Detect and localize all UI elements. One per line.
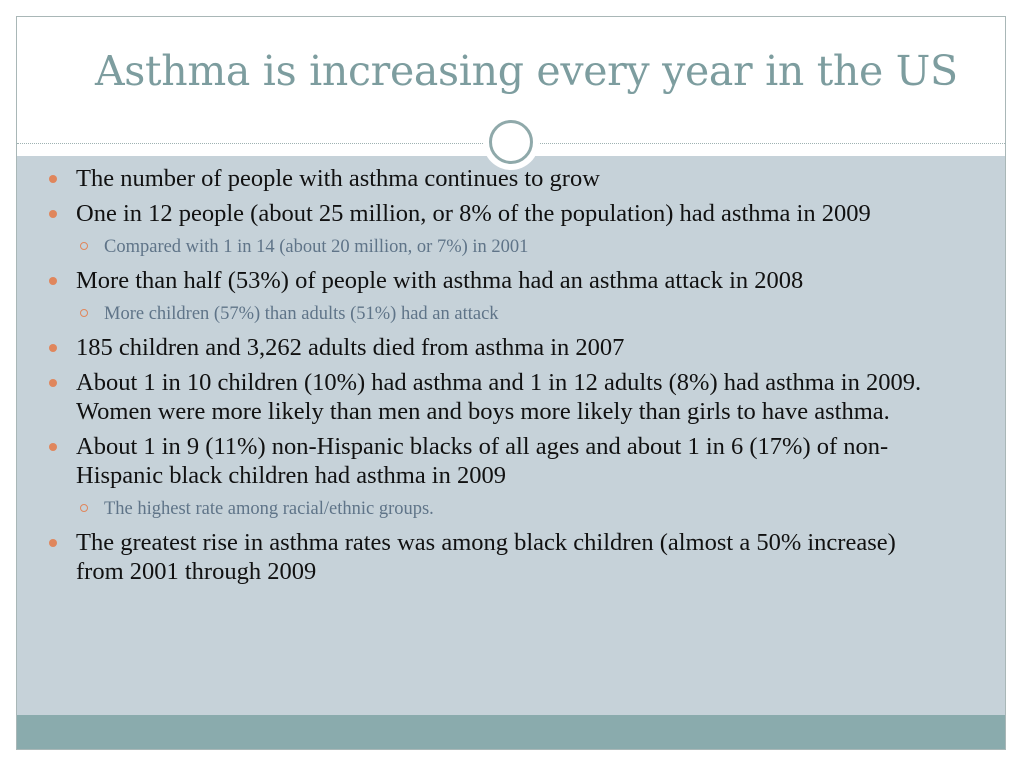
filled-circle-bullet-icon [49,539,57,547]
bullet-text: One in 12 people (about 25 million, or 8… [76,200,871,227]
content-area [17,156,1005,715]
bullet-item: About 1 in 10 children (10%) had asthma … [44,368,944,426]
bullet-text: The greatest rise in asthma rates was am… [76,529,896,585]
bullet-item: One in 12 people (about 25 million, or 8… [44,199,944,228]
filled-circle-bullet-icon [49,344,57,352]
sub-bullet-item: More children (57%) than adults (51%) ha… [44,301,944,327]
bullet-item: About 1 in 9 (11%) non-Hispanic blacks o… [44,432,944,490]
sub-bullet-text: Compared with 1 in 14 (about 20 million,… [104,237,529,257]
footer-band [17,715,1005,749]
bullet-item: The number of people with asthma continu… [44,164,944,193]
bullet-text: More than half (53%) of people with asth… [76,267,804,294]
filled-circle-bullet-icon [49,175,57,183]
bullet-text: About 1 in 9 (11%) non-Hispanic blacks o… [76,433,889,489]
ring-divider-icon [483,114,539,170]
filled-circle-bullet-icon [49,277,57,285]
bullet-list: The number of people with asthma continu… [44,164,944,592]
hollow-circle-bullet-icon [80,309,88,317]
bullet-text: The number of people with asthma continu… [76,165,600,192]
filled-circle-bullet-icon [49,210,57,218]
sub-bullet-text: The highest rate among racial/ethnic gro… [104,499,434,519]
sub-bullet-item: Compared with 1 in 14 (about 20 million,… [44,234,944,260]
filled-circle-bullet-icon [49,379,57,387]
ring-divider-inner [489,120,533,164]
sub-bullet-text: More children (57%) than adults (51%) ha… [104,304,499,324]
slide-title: Asthma is increasing every year in the U… [95,47,958,95]
bullet-text: 185 children and 3,262 adults died from … [76,334,625,361]
sub-bullet-item: The highest rate among racial/ethnic gro… [44,496,944,522]
bullet-text: About 1 in 10 children (10%) had asthma … [76,369,922,425]
hollow-circle-bullet-icon [80,242,88,250]
bullet-item: More than half (53%) of people with asth… [44,266,944,295]
filled-circle-bullet-icon [49,443,57,451]
hollow-circle-bullet-icon [80,504,88,512]
slide: Asthma is increasing every year in the U… [16,16,1006,750]
bullet-item: 185 children and 3,262 adults died from … [44,333,944,362]
bullet-item: The greatest rise in asthma rates was am… [44,528,944,586]
